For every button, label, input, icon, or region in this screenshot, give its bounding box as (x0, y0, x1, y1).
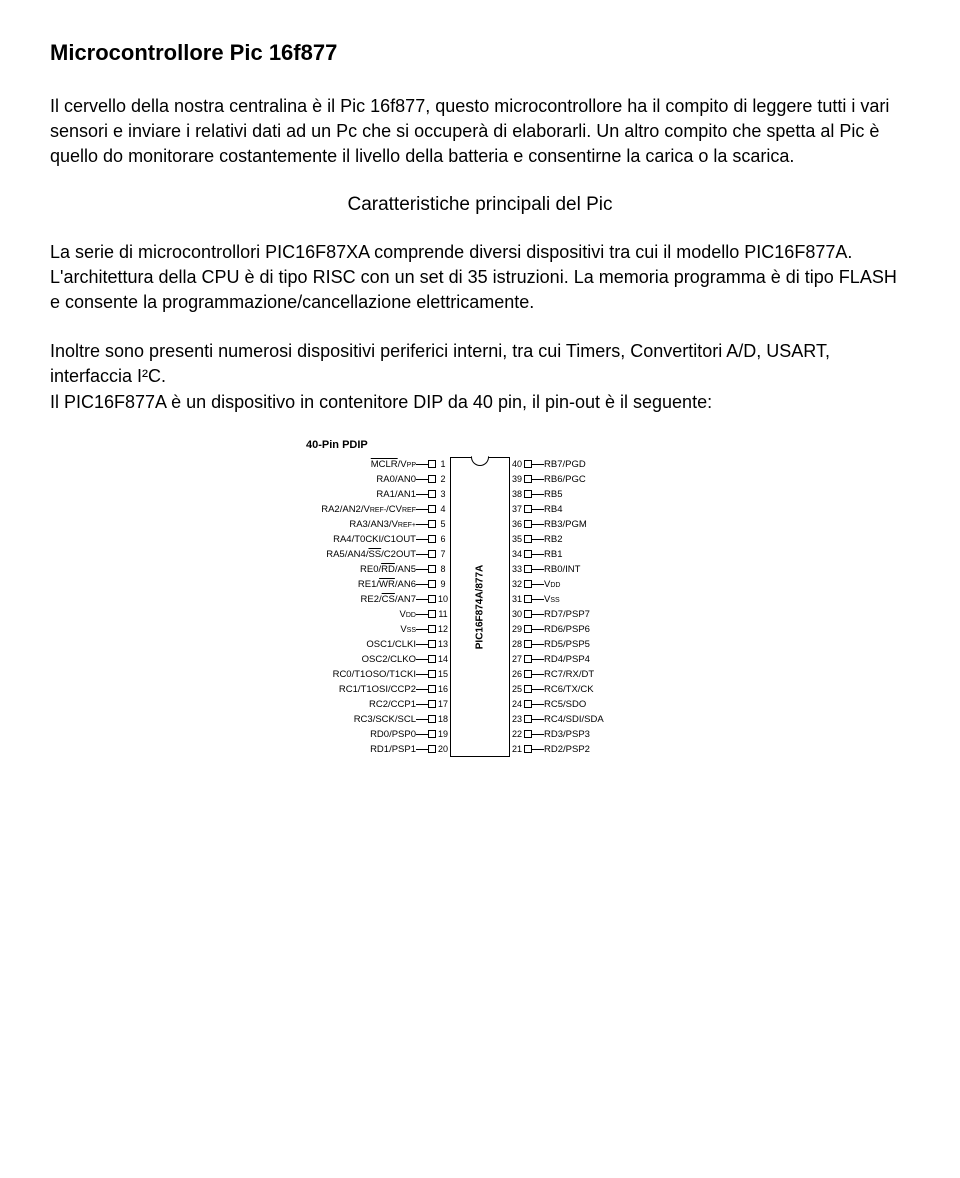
pin-label: RE0/RD/AN5 (296, 562, 416, 577)
pin-stub: 17 (416, 697, 450, 712)
page-title: Microcontrollore Pic 16f877 (50, 40, 910, 66)
paragraph-2: La serie di microcontrollori PIC16F87XA … (50, 240, 910, 316)
right-pin-labels: RB7/PGDRB6/PGCRB5RB4RB3/PGMRB2RB1RB0/INT… (544, 457, 664, 757)
pin-stub: 8 (416, 562, 450, 577)
pin-stub: 33 (510, 562, 544, 577)
pin-stub: 4 (416, 502, 450, 517)
right-pin-stubs: 4039383736353433323130292827262524232221 (510, 457, 544, 757)
paragraph-4: Il PIC16F877A è un dispositivo in conten… (50, 390, 910, 415)
pin-label: VSS (296, 622, 416, 637)
pin-stub: 24 (510, 697, 544, 712)
pin-label: RD7/PSP7 (544, 607, 664, 622)
pin-label: RB7/PGD (544, 457, 664, 472)
pin-label: RB1 (544, 547, 664, 562)
pin-stub: 23 (510, 712, 544, 727)
chip-label: PIC16F874A/877A (475, 564, 486, 649)
pin-label: RD4/PSP4 (544, 652, 664, 667)
pin-stub: 9 (416, 577, 450, 592)
pin-label: OSC1/CLKI (296, 637, 416, 652)
pin-label: RC1/T1OSI/CCP2 (296, 682, 416, 697)
pin-stub: 38 (510, 487, 544, 502)
pin-stub: 25 (510, 682, 544, 697)
pin-stub: 14 (416, 652, 450, 667)
pin-stub: 28 (510, 637, 544, 652)
pin-label: RB5 (544, 487, 664, 502)
pin-label: RD2/PSP2 (544, 742, 664, 757)
pin-label: RA5/AN4/SS/C2OUT (296, 547, 416, 562)
pin-label: RD5/PSP5 (544, 637, 664, 652)
pin-label: VDD (296, 607, 416, 622)
pin-label: RC5/SDO (544, 697, 664, 712)
left-pin-stubs: 1234567891011121314151617181920 (416, 457, 450, 757)
pin-label: RE2/CS/AN7 (296, 592, 416, 607)
pin-stub: 12 (416, 622, 450, 637)
pin-stub: 30 (510, 607, 544, 622)
pin-label: RD3/PSP3 (544, 727, 664, 742)
pin-label: RB4 (544, 502, 664, 517)
pin-stub: 1 (416, 457, 450, 472)
pin-stub: 29 (510, 622, 544, 637)
pin-label: RB3/PGM (544, 517, 664, 532)
pin-stub: 40 (510, 457, 544, 472)
chip-notch (471, 456, 489, 466)
pin-stub: 18 (416, 712, 450, 727)
pin-stub: 16 (416, 682, 450, 697)
pin-stub: 10 (416, 592, 450, 607)
pin-stub: 31 (510, 592, 544, 607)
pin-label: MCLR/VPP (296, 457, 416, 472)
pin-label: RC0/T1OSO/T1CKI (296, 667, 416, 682)
pin-stub: 32 (510, 577, 544, 592)
pin-stub: 26 (510, 667, 544, 682)
pin-label: RB0/INT (544, 562, 664, 577)
pin-label: RC2/CCP1 (296, 697, 416, 712)
pin-stub: 11 (416, 607, 450, 622)
pin-stub: 3 (416, 487, 450, 502)
pin-label: RA2/AN2/VREF-/CVREF (296, 502, 416, 517)
pin-stub: 36 (510, 517, 544, 532)
pin-label: RC4/SDI/SDA (544, 712, 664, 727)
pin-stub: 34 (510, 547, 544, 562)
paragraph-intro: Il cervello della nostra centralina è il… (50, 94, 910, 170)
pin-label: RD6/PSP6 (544, 622, 664, 637)
pin-stub: 5 (416, 517, 450, 532)
pin-label: RD1/PSP1 (296, 742, 416, 757)
pin-label: RC7/RX/DT (544, 667, 664, 682)
pin-label: RD0/PSP0 (296, 727, 416, 742)
pin-stub: 2 (416, 472, 450, 487)
pin-label: RA4/T0CKI/C1OUT (296, 532, 416, 547)
pin-label: OSC2/CLKO (296, 652, 416, 667)
pin-stub: 20 (416, 742, 450, 757)
pin-stub: 39 (510, 472, 544, 487)
pin-stub: 19 (416, 727, 450, 742)
pin-label: VSS (544, 592, 664, 607)
pin-label: RB2 (544, 532, 664, 547)
pin-stub: 15 (416, 667, 450, 682)
section-subtitle: Caratteristiche principali del Pic (50, 194, 910, 216)
pin-label: RA3/AN3/VREF+ (296, 517, 416, 532)
pin-stub: 27 (510, 652, 544, 667)
left-pin-labels: MCLR/VPPRA0/AN0RA1/AN1RA2/AN2/VREF-/CVRE… (296, 457, 416, 757)
diagram-header: 40-Pin PDIP (306, 439, 664, 451)
pin-stub: 22 (510, 727, 544, 742)
pin-label: RE1/WR/AN6 (296, 577, 416, 592)
paragraph-3: Inoltre sono presenti numerosi dispositi… (50, 339, 910, 389)
pin-stub: 7 (416, 547, 450, 562)
chip-body: PIC16F874A/877A (450, 457, 510, 757)
pin-label: RB6/PGC (544, 472, 664, 487)
pin-label: RC6/TX/CK (544, 682, 664, 697)
pin-stub: 35 (510, 532, 544, 547)
pin-stub: 37 (510, 502, 544, 517)
pin-label: RA1/AN1 (296, 487, 416, 502)
pin-stub: 6 (416, 532, 450, 547)
pinout-diagram: 40-Pin PDIP MCLR/VPPRA0/AN0RA1/AN1RA2/AN… (50, 439, 910, 757)
pin-label: VDD (544, 577, 664, 592)
pin-label: RA0/AN0 (296, 472, 416, 487)
pin-stub: 21 (510, 742, 544, 757)
pin-label: RC3/SCK/SCL (296, 712, 416, 727)
pin-stub: 13 (416, 637, 450, 652)
